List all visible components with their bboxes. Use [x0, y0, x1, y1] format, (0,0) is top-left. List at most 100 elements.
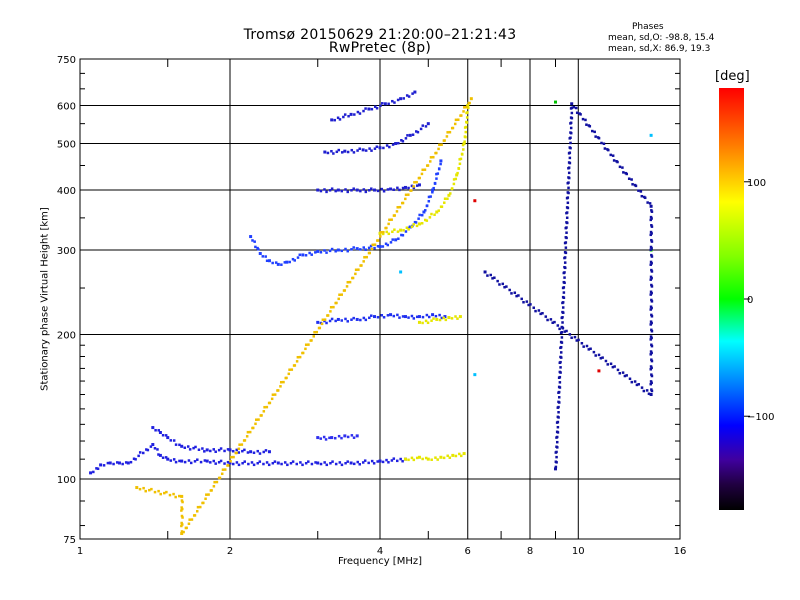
y-axis-label: Stationary phase Virtual Height [km]	[39, 207, 51, 391]
data-point	[288, 260, 291, 264]
data-point	[398, 188, 401, 192]
data-point	[575, 111, 579, 115]
data-point	[248, 430, 252, 434]
x-tick-label: 4	[377, 546, 383, 557]
data-point	[378, 146, 382, 150]
data-point	[314, 461, 317, 464]
data-point	[597, 369, 601, 373]
data-point	[230, 455, 233, 459]
data-point	[623, 374, 627, 378]
data-point	[257, 418, 260, 421]
x-tick-label: 6	[465, 546, 471, 557]
data-point	[425, 313, 429, 317]
data-point	[650, 255, 654, 258]
data-point	[413, 90, 417, 94]
data-point	[186, 445, 190, 448]
data-point	[138, 451, 142, 454]
data-point	[235, 448, 238, 452]
data-point	[650, 217, 653, 220]
data-point	[446, 454, 449, 458]
data-point	[181, 523, 184, 526]
data-point	[420, 222, 424, 225]
data-point	[308, 251, 311, 255]
x-tick-label: 16	[674, 546, 687, 557]
chart-title: Tromsø 20150629 21:20:00–21:21:43	[243, 27, 517, 43]
data-point	[562, 280, 566, 284]
data-point	[355, 434, 359, 438]
data-point	[310, 253, 313, 256]
data-point	[459, 454, 463, 458]
data-point	[466, 104, 470, 108]
data-point	[399, 228, 403, 232]
data-point	[357, 268, 360, 271]
data-point	[161, 434, 165, 437]
data-point	[553, 100, 557, 104]
data-point	[391, 238, 394, 241]
data-point	[361, 461, 365, 464]
data-point	[401, 459, 404, 463]
data-point	[153, 490, 157, 494]
data-point	[267, 463, 271, 467]
data-point	[454, 315, 457, 318]
data-point	[650, 381, 653, 385]
data-point	[205, 459, 209, 463]
data-point	[394, 142, 398, 146]
data-point	[340, 151, 344, 154]
data-point	[274, 261, 278, 264]
data-point	[649, 323, 653, 326]
data-point	[568, 151, 572, 154]
data-point	[235, 461, 239, 464]
data-point	[336, 317, 340, 321]
data-point	[295, 360, 299, 363]
data-point	[567, 171, 571, 175]
x-tick-label: 10	[572, 546, 585, 557]
data-point	[561, 306, 565, 309]
data-point	[276, 262, 280, 266]
data-point	[204, 497, 207, 501]
data-point	[334, 189, 337, 193]
data-point	[351, 276, 355, 280]
x-tick-label: 8	[527, 546, 533, 557]
data-point	[265, 461, 269, 464]
data-point	[515, 294, 518, 298]
data-point	[364, 248, 367, 251]
data-point	[466, 111, 469, 114]
data-point	[342, 115, 345, 119]
data-point	[253, 240, 256, 243]
data-point	[560, 331, 564, 334]
data-point	[108, 461, 112, 465]
data-point	[181, 500, 184, 504]
data-point	[433, 181, 437, 185]
data-point	[597, 136, 601, 140]
data-point	[329, 461, 332, 465]
data-point	[352, 187, 355, 190]
data-point	[437, 209, 441, 212]
data-point	[647, 392, 651, 396]
data-point	[401, 186, 405, 190]
data-point	[340, 293, 343, 296]
data-point	[332, 305, 335, 309]
data-point	[649, 335, 653, 338]
data-point	[423, 209, 427, 212]
data-point	[402, 229, 405, 232]
data-point	[286, 463, 289, 467]
data-point	[618, 372, 622, 375]
data-point	[440, 316, 444, 320]
data-point	[508, 288, 511, 292]
data-point	[640, 386, 644, 389]
data-point	[352, 436, 356, 439]
data-point	[237, 447, 241, 451]
data-point	[135, 486, 139, 490]
data-point	[219, 447, 223, 450]
data-point	[325, 463, 329, 467]
data-point	[611, 154, 615, 157]
data-point	[424, 456, 428, 460]
data-point	[600, 141, 603, 145]
data-point	[203, 450, 206, 453]
data-point	[565, 216, 569, 219]
x-axis-label: Frequency [MHz]	[337, 556, 423, 567]
data-point	[402, 97, 405, 100]
data-point	[392, 314, 396, 318]
data-point	[367, 461, 370, 465]
data-point	[334, 319, 337, 323]
